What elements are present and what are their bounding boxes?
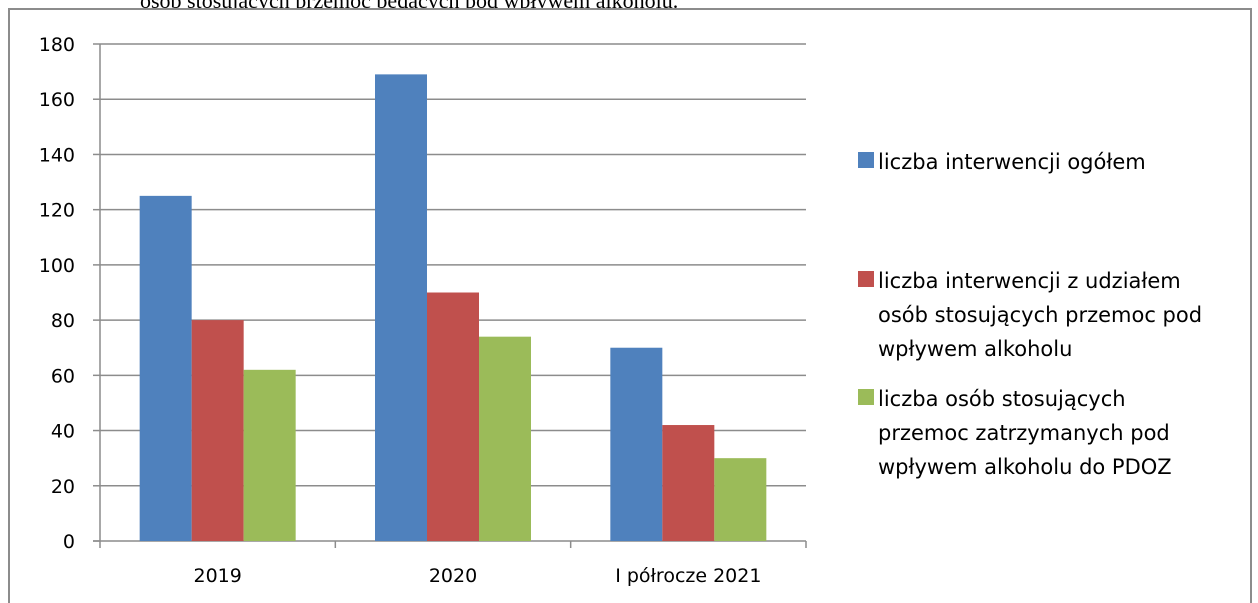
bar — [139, 195, 192, 541]
bar — [191, 320, 244, 541]
y-tick-label: 120 — [39, 200, 75, 222]
bar — [610, 347, 663, 541]
x-tick-labels: 2019 2020 I półrocze 2021 — [193, 565, 761, 587]
legend-swatch — [858, 271, 874, 287]
legend-label: liczba interwencji ogółem — [878, 150, 1146, 174]
x-tick-label: 2020 — [429, 565, 477, 587]
legend-label: przemoc zatrzymanych pod — [878, 421, 1170, 445]
bar — [243, 369, 296, 541]
legend-item: liczba osób stosujących przemoc zatrzyman… — [858, 387, 1172, 479]
bar — [427, 292, 479, 541]
legend-label: wpływem alkoholu — [878, 337, 1072, 361]
legend-item: liczba interwencji z udziałem osób stosuj… — [858, 269, 1202, 361]
y-tick-label: 100 — [39, 255, 75, 277]
legend: liczba interwencji ogółem liczba interwen… — [858, 150, 1202, 479]
y-tick-label: 180 — [39, 34, 75, 56]
gridlines — [100, 43, 806, 487]
y-tick-label: 60 — [51, 365, 75, 387]
bar — [662, 425, 715, 541]
bars — [139, 74, 767, 541]
legend-label: osób stosujących przemoc pod — [878, 303, 1202, 327]
x-tick-label: I półrocze 2021 — [615, 565, 761, 587]
y-tick-label: 160 — [39, 89, 75, 111]
y-tick-label: 20 — [51, 476, 75, 498]
x-tick-label: 2019 — [193, 565, 241, 587]
y-tick-label: 80 — [51, 310, 75, 332]
legend-label: liczba osób stosujących — [878, 387, 1126, 411]
legend-swatch — [858, 389, 874, 405]
y-tick-label: 40 — [51, 421, 75, 443]
y-tick-label: 140 — [39, 144, 75, 166]
bar — [714, 458, 767, 541]
y-tick-label: 0 — [63, 531, 75, 553]
legend-label: liczba interwencji z udziałem — [878, 269, 1181, 293]
legend-item: liczba interwencji ogółem — [858, 150, 1146, 174]
bar — [479, 336, 531, 541]
y-tick-labels: 0 20 40 60 80 100 120 140 160 180 — [39, 34, 75, 553]
legend-swatch — [858, 152, 874, 168]
legend-label: wpływem alkoholu do PDOZ — [878, 455, 1172, 479]
bar — [375, 74, 427, 541]
